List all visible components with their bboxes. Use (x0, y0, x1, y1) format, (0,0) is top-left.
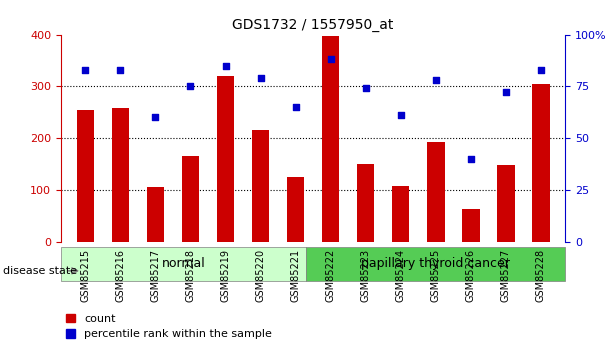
Point (80, 67, 90, 72)
Bar (182, 156, 199, 241)
Text: GSM85222: GSM85222 (326, 249, 336, 302)
Point (326, 57, 336, 62)
Text: GSM85220: GSM85220 (255, 249, 266, 302)
Point (151, 115, 161, 120)
FancyBboxPatch shape (306, 247, 565, 281)
Bar (532, 84, 550, 242)
Text: disease state: disease state (3, 266, 77, 276)
Text: GSM85227: GSM85227 (501, 249, 511, 302)
Bar (462, 209, 480, 242)
Legend: count, percentile rank within the sample: count, percentile rank within the sample (66, 314, 272, 339)
Bar (216, 76, 234, 242)
Point (466, 156, 475, 161)
Title: GDS1732 / 1557950_at: GDS1732 / 1557950_at (232, 18, 394, 32)
Text: papillary thyroid cancer: papillary thyroid cancer (361, 257, 510, 270)
Bar (427, 142, 444, 242)
Bar (77, 110, 94, 242)
Text: GSM85221: GSM85221 (291, 249, 300, 302)
Text: GSM85218: GSM85218 (185, 249, 195, 302)
Point (291, 104, 300, 110)
Point (185, 83, 195, 89)
Text: GSM85224: GSM85224 (396, 249, 406, 302)
Bar (392, 186, 410, 242)
Bar (112, 108, 129, 242)
Point (256, 75, 266, 81)
Text: GSM85223: GSM85223 (361, 249, 371, 302)
Point (396, 112, 406, 118)
Bar (357, 164, 375, 242)
Bar (147, 187, 164, 241)
Point (116, 67, 125, 72)
Text: GSM85217: GSM85217 (150, 249, 161, 302)
Point (361, 86, 370, 91)
Text: GSM85228: GSM85228 (536, 249, 546, 302)
Text: GSM85216: GSM85216 (116, 249, 125, 302)
Point (431, 77, 441, 83)
Bar (252, 130, 269, 242)
Text: normal: normal (162, 257, 206, 270)
Point (536, 67, 546, 72)
Text: GSM85215: GSM85215 (80, 249, 91, 302)
Text: GSM85226: GSM85226 (466, 249, 476, 302)
Point (501, 90, 511, 95)
Text: GSM85219: GSM85219 (221, 249, 230, 302)
FancyBboxPatch shape (61, 247, 306, 281)
Point (221, 63, 230, 68)
Bar (287, 177, 305, 242)
Bar (322, 36, 339, 242)
Bar (497, 165, 514, 242)
Text: GSM85225: GSM85225 (431, 249, 441, 302)
